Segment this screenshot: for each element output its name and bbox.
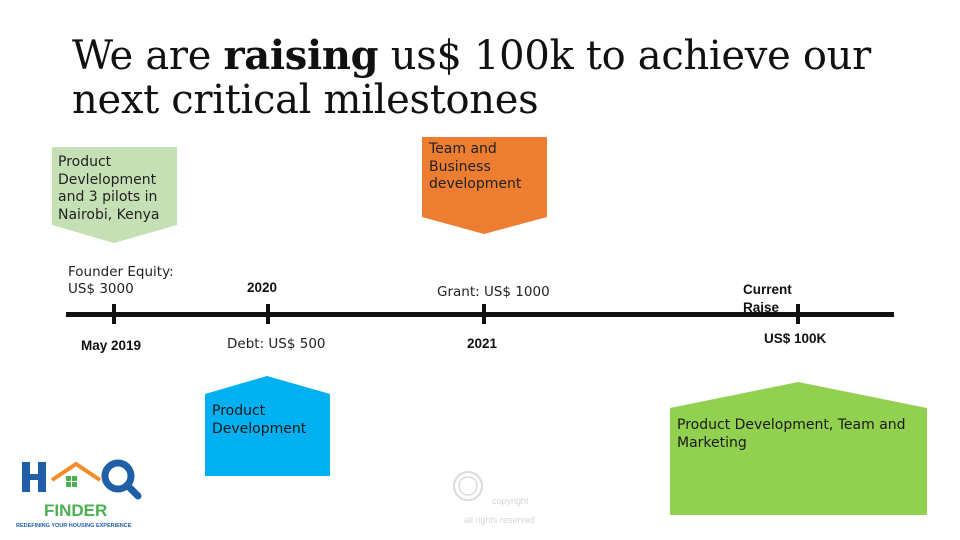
callout-shape xyxy=(52,147,177,243)
svg-text:FINDER: FINDER xyxy=(44,501,107,520)
callout-shape xyxy=(422,137,547,234)
timeline-tick xyxy=(796,304,800,324)
timeline-tick xyxy=(112,304,116,324)
watermark-graphic: copyright all rights reserved xyxy=(453,471,535,525)
tick-date-2020: 2020 xyxy=(247,280,278,295)
callout-text: Product Development, Team and Marketing xyxy=(677,417,906,451)
timeline-tick xyxy=(482,304,486,324)
title-prefix: We are xyxy=(72,33,224,79)
callout-text: Product Development xyxy=(212,403,307,437)
tick-label-current-raise-amount: US$ 100K xyxy=(764,331,827,346)
timeline-axis xyxy=(66,312,894,317)
tick-date-current-raise: Current Raise xyxy=(743,282,792,315)
slide-title: We are raising us$ 100k to achieve our n… xyxy=(72,32,932,123)
svg-text:all rights reserved: all rights reserved xyxy=(464,515,535,525)
callout-shape xyxy=(205,376,330,476)
callout-team-business: Team and Business development xyxy=(422,137,547,234)
tick-date-may-2019: May 2019 xyxy=(81,338,142,353)
tick-date-2021: 2021 xyxy=(467,336,498,351)
callout-product-development: Product Development xyxy=(205,376,330,476)
timeline-tick xyxy=(266,304,270,324)
svg-text:REDEFINING YOUR HOUSING EXPERI: REDEFINING YOUR HOUSING EXPERIENCE xyxy=(16,523,132,529)
copyright-watermark: copyright all rights reserved xyxy=(448,466,558,526)
callout-text: Product Devlelopment and 3 pilots in Nai… xyxy=(58,154,160,223)
tick-label-debt: Debt: US$ 500 xyxy=(227,336,326,352)
logo-graphic: FINDER REDEFINING YOUR HOUSING EXPERIENC… xyxy=(16,459,142,529)
tick-label-founder-equity: Founder Equity: US$ 3000 xyxy=(68,264,174,297)
svg-text:copyright: copyright xyxy=(492,496,529,506)
callout-product-development-pilots: Product Devlelopment and 3 pilots in Nai… xyxy=(52,147,177,243)
tick-label-grant: Grant: US$ 1000 xyxy=(437,284,550,300)
callout-shape xyxy=(670,382,927,515)
title-suffix: us$ 100k to achieve our next critical mi… xyxy=(72,33,871,123)
title-bold: raising xyxy=(223,32,379,79)
hq-finder-logo: FINDER REDEFINING YOUR HOUSING EXPERIENC… xyxy=(14,458,166,532)
callout-text: Team and Business development xyxy=(429,141,522,192)
callout-product-team-marketing: Product Development, Team and Marketing xyxy=(670,382,927,515)
